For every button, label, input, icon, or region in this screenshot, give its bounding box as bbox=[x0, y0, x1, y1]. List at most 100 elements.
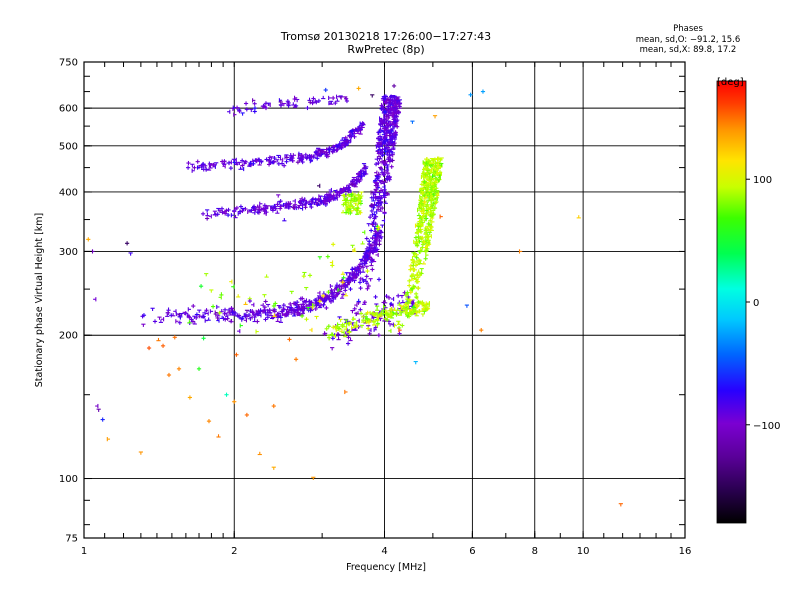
data-point bbox=[304, 156, 309, 161]
data-point bbox=[328, 95, 332, 101]
data-point bbox=[364, 248, 369, 254]
data-point bbox=[166, 307, 171, 311]
data-point bbox=[348, 211, 353, 216]
data-point bbox=[278, 103, 284, 108]
data-point bbox=[251, 205, 256, 210]
data-point bbox=[152, 319, 158, 324]
data-point bbox=[200, 314, 206, 319]
data-point bbox=[335, 98, 340, 102]
data-point bbox=[192, 315, 197, 319]
data-point bbox=[391, 106, 395, 112]
data-point bbox=[374, 307, 380, 311]
data-point bbox=[394, 113, 398, 119]
data-point bbox=[243, 159, 248, 165]
data-point bbox=[141, 323, 146, 327]
data-point bbox=[518, 249, 523, 254]
data-point bbox=[427, 231, 432, 236]
data-point bbox=[416, 261, 421, 266]
data-point bbox=[390, 303, 394, 308]
data-point bbox=[424, 211, 429, 216]
data-point bbox=[257, 310, 262, 314]
colorbar-ticks: 100 0 −100 bbox=[746, 175, 780, 432]
data-point bbox=[194, 312, 199, 317]
data-point bbox=[247, 209, 251, 214]
data-point bbox=[370, 311, 375, 316]
data-point bbox=[324, 326, 329, 331]
data-point bbox=[205, 209, 210, 213]
data-point bbox=[191, 303, 196, 309]
data-point bbox=[386, 141, 391, 146]
data-point bbox=[282, 163, 287, 168]
data-point bbox=[391, 96, 397, 100]
data-point bbox=[328, 187, 332, 193]
data-point bbox=[330, 298, 334, 303]
data-point bbox=[427, 191, 432, 196]
data-point bbox=[384, 168, 390, 173]
data-point bbox=[414, 294, 419, 300]
data-point bbox=[411, 252, 416, 256]
data-point bbox=[356, 86, 361, 91]
data-point bbox=[388, 328, 392, 333]
data-point bbox=[344, 284, 349, 288]
data-point bbox=[369, 208, 375, 214]
data-point bbox=[343, 210, 349, 215]
data-point bbox=[344, 319, 349, 323]
data-point bbox=[348, 337, 353, 342]
data-point bbox=[187, 395, 193, 400]
data-point bbox=[285, 312, 290, 317]
data-point bbox=[157, 316, 162, 320]
data-point bbox=[376, 314, 381, 319]
data-point bbox=[399, 294, 405, 299]
data-point bbox=[373, 229, 378, 234]
data-point bbox=[304, 317, 309, 322]
data-point bbox=[430, 180, 435, 184]
data-point bbox=[344, 197, 349, 203]
data-point bbox=[247, 298, 253, 304]
data-point bbox=[219, 292, 224, 296]
data-point bbox=[423, 256, 428, 261]
data-point bbox=[379, 229, 384, 234]
data-point bbox=[304, 286, 309, 291]
data-point bbox=[226, 207, 231, 213]
data-point bbox=[267, 102, 271, 107]
data-point bbox=[377, 242, 382, 247]
data-point bbox=[368, 318, 372, 323]
data-point bbox=[313, 306, 318, 312]
data-point bbox=[416, 269, 421, 273]
data-point bbox=[309, 204, 314, 210]
data-point bbox=[400, 299, 405, 304]
y-tick-label: 400 bbox=[59, 187, 78, 198]
data-point bbox=[202, 310, 206, 315]
data-point bbox=[279, 157, 284, 162]
data-point bbox=[199, 164, 204, 169]
data-point bbox=[431, 192, 436, 198]
data-point bbox=[380, 179, 385, 184]
data-point bbox=[389, 306, 394, 312]
data-point bbox=[428, 164, 433, 168]
data-point bbox=[356, 128, 361, 132]
data-point bbox=[399, 305, 404, 309]
data-point bbox=[386, 175, 392, 181]
data-point bbox=[364, 274, 369, 279]
data-point bbox=[365, 286, 370, 291]
data-point bbox=[367, 331, 372, 336]
data-point bbox=[276, 194, 281, 198]
data-point bbox=[179, 312, 184, 317]
data-point bbox=[303, 152, 308, 157]
phases-annotation-x-mode: mean, sd,X: 89.8, 17.2 bbox=[640, 45, 737, 55]
data-point bbox=[370, 222, 375, 227]
data-point bbox=[300, 203, 305, 208]
data-point bbox=[337, 322, 341, 327]
data-point bbox=[365, 310, 370, 315]
data-point bbox=[313, 150, 318, 155]
data-point bbox=[96, 408, 101, 412]
data-point bbox=[381, 300, 386, 305]
data-point bbox=[210, 162, 216, 168]
data-point bbox=[265, 315, 270, 320]
data-point bbox=[618, 503, 623, 507]
data-point bbox=[291, 301, 297, 306]
data-point bbox=[389, 94, 394, 99]
data-point bbox=[178, 316, 183, 320]
data-point bbox=[222, 209, 228, 214]
data-point bbox=[173, 309, 177, 314]
